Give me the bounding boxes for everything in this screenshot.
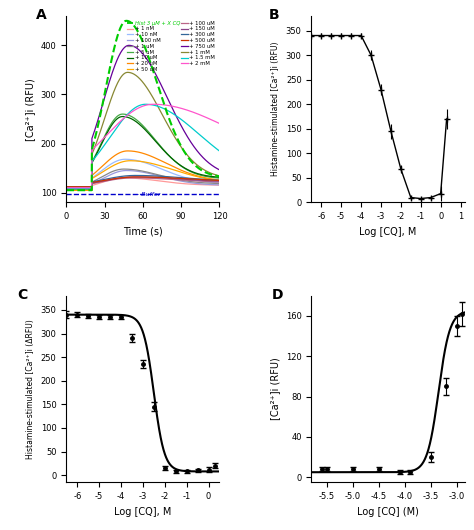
Text: B: B (268, 8, 279, 22)
Y-axis label: Histamine-stimulated [Ca²⁺]i (ΔRFU): Histamine-stimulated [Ca²⁺]i (ΔRFU) (26, 319, 35, 459)
Text: D: D (272, 288, 283, 302)
Legend: Hist 3 μM + X CQ, + 1 nM, + 10 nM, + 100 nM, + 1 uM, + 5 uM, + 10 uM, + 20 uM, +: Hist 3 μM + X CQ, + 1 nM, + 10 nM, + 100… (125, 19, 217, 74)
Text: C: C (18, 288, 27, 302)
X-axis label: Log [CQ] (M): Log [CQ] (M) (357, 507, 419, 517)
Y-axis label: [Ca²⁺]i (RFU): [Ca²⁺]i (RFU) (270, 358, 280, 420)
Text: - Buffer: - Buffer (137, 192, 160, 197)
Y-axis label: Histamine-stimulated [Ca²⁺]i (RFU): Histamine-stimulated [Ca²⁺]i (RFU) (271, 42, 280, 176)
Y-axis label: [Ca²⁺]i (RFU): [Ca²⁺]i (RFU) (25, 78, 35, 140)
Text: A: A (36, 8, 46, 22)
X-axis label: Time (s): Time (s) (123, 227, 163, 237)
X-axis label: Log [CQ], M: Log [CQ], M (359, 227, 417, 237)
X-axis label: Log [CQ], M: Log [CQ], M (114, 507, 172, 517)
